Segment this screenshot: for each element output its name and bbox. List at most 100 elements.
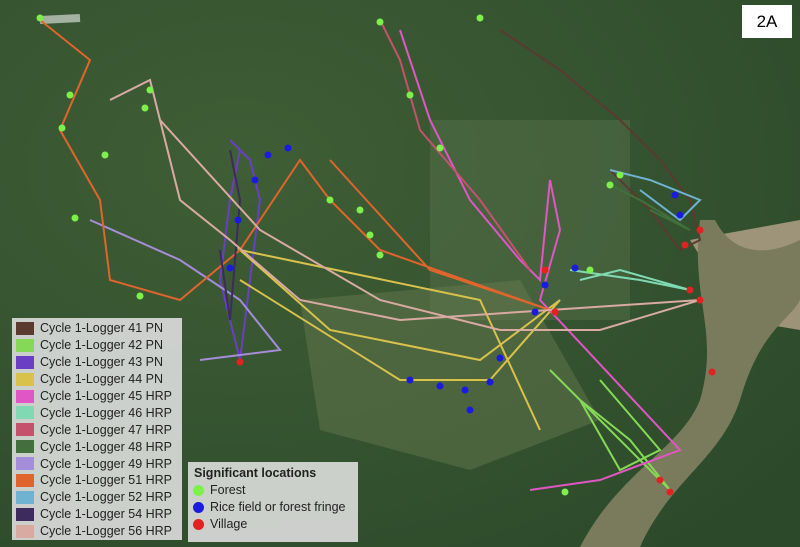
location-marker xyxy=(376,251,384,259)
location-marker xyxy=(71,214,79,222)
location-marker xyxy=(326,196,334,204)
location-marker xyxy=(284,144,292,152)
panel-label: 2A xyxy=(742,5,792,38)
legend-dot xyxy=(193,501,204,513)
location-marker xyxy=(461,386,469,394)
legend-row: Cycle 1-Logger 52 HRP xyxy=(12,489,182,506)
legend-label: Cycle 1-Logger 48 HRP xyxy=(40,439,173,454)
legend-row: Forest xyxy=(188,482,358,499)
legend-label: Cycle 1-Logger 47 HRP xyxy=(40,422,173,437)
legend-swatch xyxy=(16,507,34,521)
legend-label: Rice field or forest fringe xyxy=(210,500,346,515)
legend-swatch xyxy=(16,321,34,335)
location-marker xyxy=(101,151,109,159)
legend-label: Cycle 1-Logger 43 PN xyxy=(40,355,163,370)
location-marker xyxy=(436,382,444,390)
location-items: Forest Rice field or forest fringe Village xyxy=(188,482,358,533)
legend-row: Cycle 1-Logger 44 PN xyxy=(12,371,182,388)
location-marker xyxy=(141,104,149,112)
location-marker xyxy=(696,226,704,234)
legend-dot xyxy=(193,518,204,530)
legend-row: Rice field or forest fringe xyxy=(188,499,358,516)
terrain-patch xyxy=(300,280,600,470)
terrain-patch xyxy=(430,120,630,320)
track xyxy=(236,248,561,431)
location-marker xyxy=(66,91,74,99)
location-marker xyxy=(406,91,414,99)
location-marker xyxy=(606,181,614,189)
location-marker xyxy=(671,191,679,199)
legend-dot xyxy=(193,484,204,496)
legend-row: Cycle 1-Logger 48 HRP xyxy=(12,438,182,455)
legend-row: Village xyxy=(188,516,358,533)
location-marker xyxy=(616,171,624,179)
location-marker xyxy=(264,151,272,159)
location-marker xyxy=(586,266,594,274)
location-marker xyxy=(58,124,66,132)
legend-label: Village xyxy=(210,517,248,532)
legend-swatch xyxy=(16,406,34,420)
points xyxy=(36,14,716,496)
legend-title: Significant locations xyxy=(194,466,317,480)
track xyxy=(379,19,531,271)
location-marker xyxy=(561,488,569,496)
legend-swatch xyxy=(16,440,34,454)
legend-swatch xyxy=(16,372,34,386)
legend-row: Cycle 1-Logger 41 PN xyxy=(12,320,182,337)
legend-row: Cycle 1-Logger 46 HRP xyxy=(12,404,182,421)
legend-label: Cycle 1-Logger 51 HRP xyxy=(40,473,173,488)
legend-swatch xyxy=(16,473,34,487)
legend-swatch xyxy=(16,524,34,538)
location-marker xyxy=(531,308,539,316)
location-marker xyxy=(226,264,234,272)
location-marker xyxy=(696,296,704,304)
location-marker xyxy=(466,406,474,414)
legend-swatch xyxy=(16,355,34,369)
cloud xyxy=(39,14,81,24)
track xyxy=(109,78,701,331)
track xyxy=(89,219,282,361)
track xyxy=(599,179,691,231)
track xyxy=(609,169,702,222)
location-marker xyxy=(376,18,384,26)
legend-label: Cycle 1-Logger 49 HRP xyxy=(40,456,173,471)
legend-swatch xyxy=(16,457,34,471)
legend-label: Cycle 1-Logger 42 PN xyxy=(40,338,163,353)
legend-label: Cycle 1-Logger 56 HRP xyxy=(40,524,173,539)
legend-row: Cycle 1-Logger 51 HRP xyxy=(12,472,182,489)
legend-swatch xyxy=(16,338,34,352)
legend-label: Cycle 1-Logger 44 PN xyxy=(40,372,163,387)
legend-swatch xyxy=(16,423,34,437)
location-marker xyxy=(486,378,494,386)
location-marker xyxy=(541,266,549,274)
location-marker xyxy=(496,354,504,362)
legend-row: Cycle 1-Logger 49 HRP xyxy=(12,455,182,472)
location-marker xyxy=(406,376,414,384)
location-marker xyxy=(436,144,444,152)
legend-row: Cycle 1-Logger 45 HRP xyxy=(12,388,182,405)
legend-label: Cycle 1-Logger 52 HRP xyxy=(40,490,173,505)
track xyxy=(219,149,242,321)
location-marker xyxy=(571,264,579,272)
track xyxy=(499,29,702,252)
legend-label: Forest xyxy=(210,483,246,498)
location-marker xyxy=(36,14,44,22)
legend-row: Cycle 1-Logger 43 PN xyxy=(12,354,182,371)
legend-label: Cycle 1-Logger 45 HRP xyxy=(40,389,173,403)
legend-row: Cycle 1-Logger 47 HRP xyxy=(12,421,182,438)
location-marker xyxy=(136,292,144,300)
tracks xyxy=(39,19,702,491)
location-marker xyxy=(236,358,244,366)
location-marker xyxy=(681,241,689,249)
legend-label: Cycle 1-Logger 46 HRP xyxy=(40,405,173,420)
location-marker xyxy=(356,206,364,214)
legend-label: Cycle 1-Logger 41 PN xyxy=(40,321,163,336)
location-legend: Significant locations Forest Rice field o… xyxy=(188,462,358,542)
location-marker xyxy=(541,281,549,289)
track-legend: Cycle 1-Logger 41 PN Cycle 1-Logger 42 PN… xyxy=(12,318,182,540)
location-marker xyxy=(366,231,374,239)
legend-swatch xyxy=(16,389,34,403)
location-marker xyxy=(666,488,674,496)
location-marker xyxy=(251,176,259,184)
